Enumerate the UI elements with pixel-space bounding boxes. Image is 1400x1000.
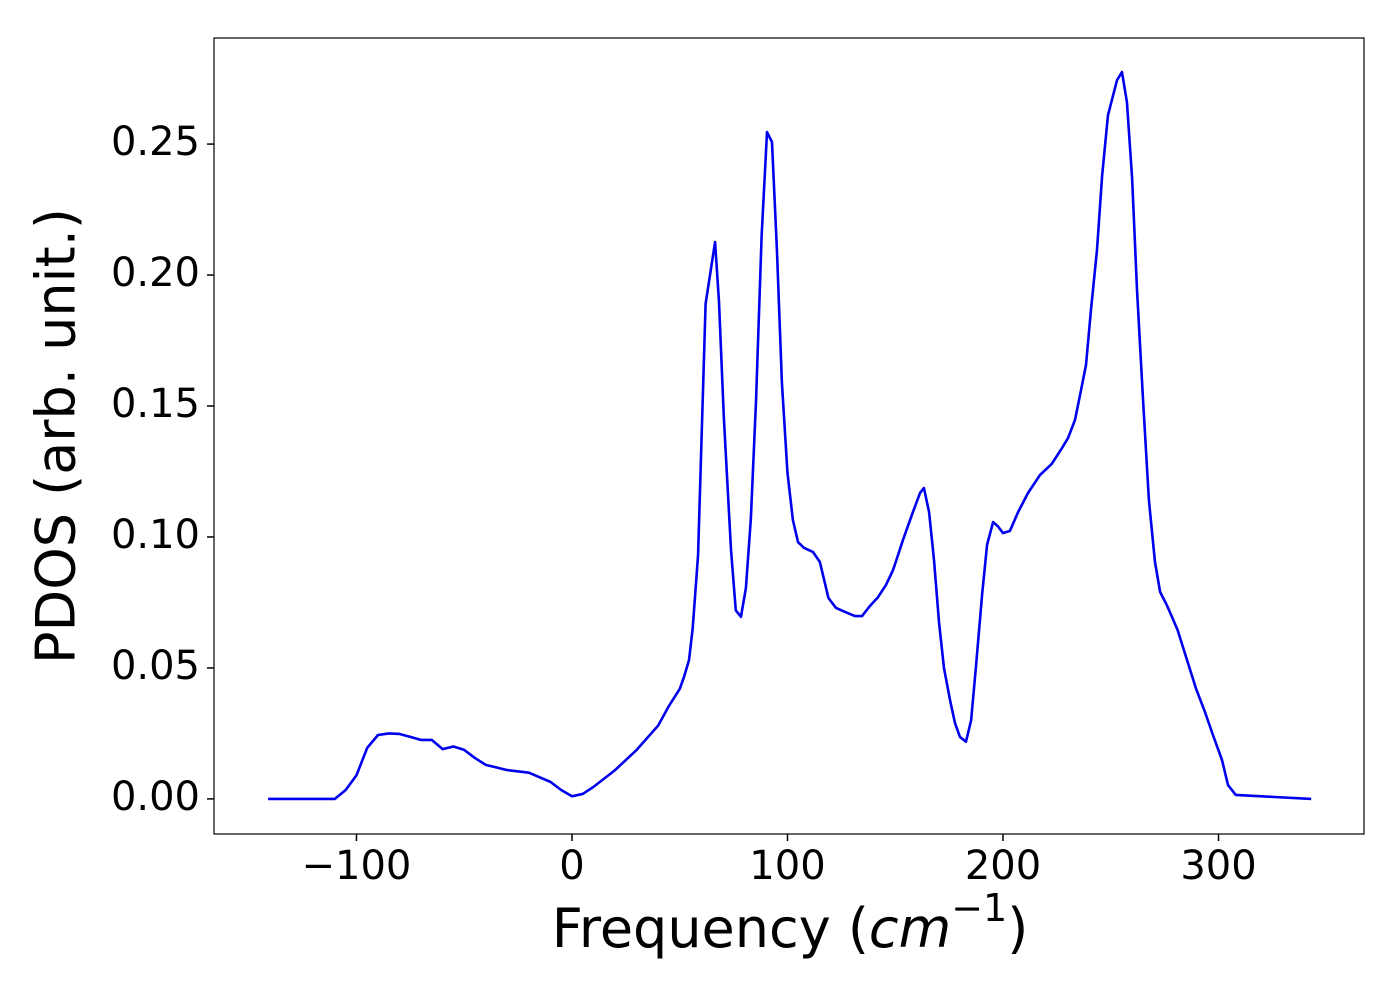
plot-frame — [213, 37, 1365, 835]
y-tick-label: 0.00 — [111, 774, 200, 820]
x-axis-label: Frequency (cm−1) — [552, 886, 1029, 960]
x-label-text: Frequency ( — [552, 897, 869, 960]
x-tick-label: 100 — [749, 843, 825, 889]
y-axis-label: PDOS (arb. unit.) — [25, 208, 88, 664]
y-tick-label: 0.10 — [111, 512, 200, 558]
y-tick-label: 0.20 — [111, 250, 200, 296]
x-label-close: ) — [1007, 897, 1028, 960]
y-tick-label: 0.05 — [111, 643, 200, 689]
x-label-exponent: −1 — [951, 886, 1007, 930]
x-tick-label: 300 — [1180, 843, 1256, 889]
x-tick-label: −100 — [302, 843, 412, 889]
x-tick-label: 0 — [559, 843, 584, 889]
x-tick-label: 200 — [965, 843, 1041, 889]
y-tick-label: 0.25 — [111, 119, 200, 165]
y-tick-label: 0.15 — [111, 381, 200, 427]
line — [268, 70, 1312, 801]
x-label-unit: cm — [869, 897, 951, 960]
